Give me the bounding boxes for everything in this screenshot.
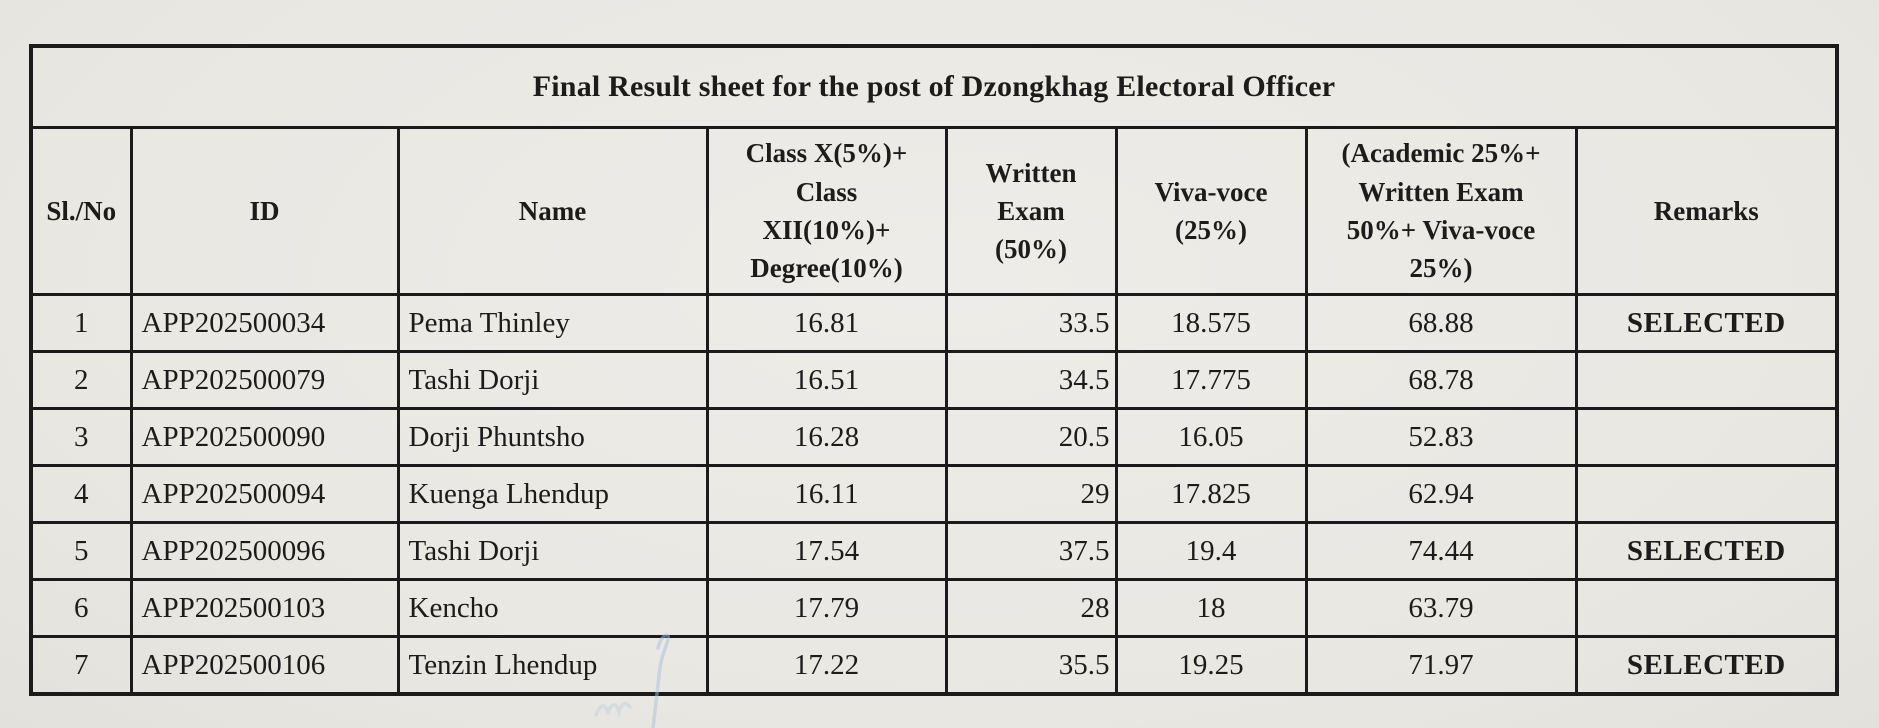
- cell-remarks: [1574, 350, 1839, 410]
- cell-total: 68.88: [1304, 293, 1578, 353]
- column-header-academic: Class X(5%)+ Class XII(10%)+ Degree(10%): [705, 126, 948, 296]
- cell-sl: 2: [29, 350, 133, 410]
- cell-academic: 17.79: [705, 578, 948, 638]
- cell-viva: 19.25: [1114, 635, 1308, 696]
- cell-name: Kencho: [396, 578, 709, 638]
- table-row: 3 APP202500090 Dorji Phuntsho 16.28 20.5 16.0…: [29, 407, 1839, 467]
- cell-viva: 17.825: [1114, 464, 1308, 524]
- cell-remarks: [1574, 578, 1839, 638]
- cell-remarks: [1574, 407, 1839, 467]
- table-row: 5 APP202500096 Tashi Dorji 17.54 37.5 19.4 74.…: [29, 521, 1839, 581]
- cell-name: Tenzin Lhendup: [396, 635, 709, 696]
- cell-sl: 5: [29, 521, 133, 581]
- cell-sl: 7: [29, 635, 133, 696]
- cell-viva: 19.4: [1114, 521, 1308, 581]
- page-title: Final Result sheet for the post of Dzong…: [29, 44, 1839, 129]
- cell-academic: 16.81: [705, 293, 948, 353]
- column-header-id: ID: [129, 126, 400, 296]
- cell-sl: 6: [29, 578, 133, 638]
- cell-id: APP202500103: [129, 578, 400, 638]
- cell-viva: 18.575: [1114, 293, 1308, 353]
- table-row: 6 APP202500103 Kencho 17.79 28 18 63.79: [29, 578, 1839, 638]
- column-header-sl: Sl./No: [29, 126, 133, 296]
- cell-total: 63.79: [1304, 578, 1578, 638]
- table-row: 2 APP202500079 Tashi Dorji 16.51 34.5 17.775 6…: [29, 350, 1839, 410]
- cell-sl: 1: [29, 293, 133, 353]
- cell-sl: 3: [29, 407, 133, 467]
- header-row: Sl./No ID Name Class X(5%)+ Class XII(10%)+…: [29, 126, 1839, 296]
- cell-academic: 16.11: [705, 464, 948, 524]
- cell-total: 71.97: [1304, 635, 1578, 696]
- cell-name: Pema Thinley: [396, 293, 709, 353]
- cell-sl: 4: [29, 464, 133, 524]
- column-header-name: Name: [396, 126, 709, 296]
- cell-name: Kuenga Lhendup: [396, 464, 709, 524]
- cell-academic: 16.28: [705, 407, 948, 467]
- column-header-written: Written Exam (50%): [944, 126, 1118, 296]
- cell-total: 74.44: [1304, 521, 1578, 581]
- cell-id: APP202500094: [129, 464, 400, 524]
- column-header-remarks: Remarks: [1574, 126, 1839, 296]
- cell-academic: 17.54: [705, 521, 948, 581]
- cell-id: APP202500096: [129, 521, 400, 581]
- table-row: 7 APP202500106 Tenzin Lhendup 17.22 35.5 19.2…: [29, 635, 1839, 696]
- title-row: Final Result sheet for the post of Dzong…: [29, 44, 1839, 129]
- cell-remarks: SELECTED: [1574, 635, 1839, 696]
- cell-id: APP202500034: [129, 293, 400, 353]
- cell-viva: 16.05: [1114, 407, 1308, 467]
- cell-name: Tashi Dorji: [396, 350, 709, 410]
- cell-total: 62.94: [1304, 464, 1578, 524]
- cell-remarks: [1574, 464, 1839, 524]
- table-row: 1 APP202500034 Pema Thinley 16.81 33.5 18.575…: [29, 293, 1839, 353]
- cell-name: Dorji Phuntsho: [396, 407, 709, 467]
- cell-written: 33.5: [944, 293, 1118, 353]
- cell-remarks: SELECTED: [1574, 293, 1839, 353]
- cell-academic: 16.51: [705, 350, 948, 410]
- cell-written: 20.5: [944, 407, 1118, 467]
- cell-viva: 17.775: [1114, 350, 1308, 410]
- cell-id: APP202500090: [129, 407, 400, 467]
- cell-total: 68.78: [1304, 350, 1578, 410]
- cell-id: APP202500106: [129, 635, 400, 696]
- column-header-viva: Viva-voce (25%): [1114, 126, 1308, 296]
- pen-mark-scribble: [594, 701, 632, 719]
- table-row: 4 APP202500094 Kuenga Lhendup 16.11 29 17.825…: [29, 464, 1839, 524]
- cell-written: 29: [944, 464, 1118, 524]
- result-table: Final Result sheet for the post of Dzong…: [29, 44, 1840, 696]
- column-header-total: (Academic 25%+ Written Exam 50%+ Viva-vo…: [1304, 126, 1578, 296]
- cell-written: 37.5: [944, 521, 1118, 581]
- cell-remarks: SELECTED: [1574, 521, 1839, 581]
- cell-written: 28: [944, 578, 1118, 638]
- cell-academic: 17.22: [705, 635, 948, 696]
- cell-name: Tashi Dorji: [396, 521, 709, 581]
- cell-viva: 18: [1114, 578, 1308, 638]
- cell-total: 52.83: [1304, 407, 1578, 467]
- cell-id: APP202500079: [129, 350, 400, 410]
- cell-written: 35.5: [944, 635, 1118, 696]
- cell-written: 34.5: [944, 350, 1118, 410]
